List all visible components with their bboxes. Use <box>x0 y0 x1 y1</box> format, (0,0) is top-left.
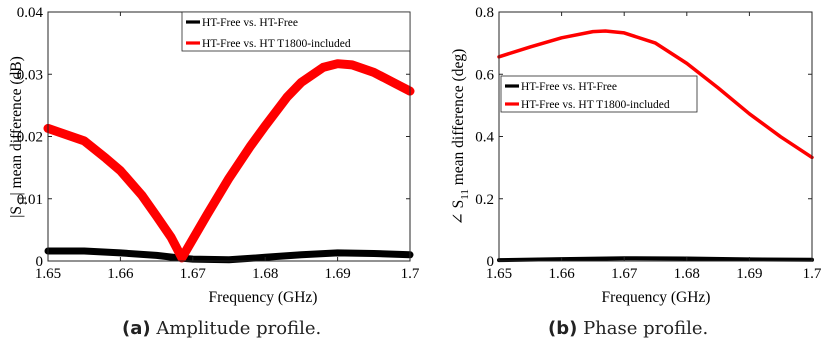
y-tick-label: 0.2 <box>475 192 494 208</box>
legend-entry: HT-Free vs. HT-Free <box>202 17 298 29</box>
y-tick-label: 0.8 <box>475 5 494 21</box>
x-axis-label: Frequency (GHz) <box>602 289 711 306</box>
legend-box <box>181 11 411 52</box>
series-line <box>497 29 814 160</box>
series-line <box>43 59 415 263</box>
caption-tag: (a) <box>122 318 151 339</box>
legend-entry: HT-Free vs. HT-Free <box>521 81 617 93</box>
x-tick-label: 1.68 <box>674 266 700 282</box>
x-tick-label: 1.69 <box>324 266 350 282</box>
legend-entry: HT-Free vs. HT T1800-included <box>202 38 351 50</box>
x-tick-label: 1.66 <box>107 266 134 282</box>
y-tick-label: 0 <box>487 254 495 270</box>
x-tick-label: 1.66 <box>548 266 575 282</box>
legend-box <box>500 75 698 113</box>
x-tick-label: 1.67 <box>611 266 638 282</box>
y-tick-label: 0.02 <box>17 130 43 146</box>
y-tick-label: 0.04 <box>17 5 44 21</box>
y-tick-label: 0 <box>36 254 44 270</box>
caption-tag: (b) <box>548 318 578 339</box>
x-tick-label: 1.67 <box>180 266 207 282</box>
x-tick-label: 1.7 <box>803 266 822 282</box>
chart-phase: Frequency (GHz) ∠ S11 mean difference (d… <box>450 5 822 306</box>
y-tick-label: 0.03 <box>17 67 43 83</box>
x-tick-label: 1.65 <box>486 266 512 282</box>
chart-amplitude: Frequency (GHz) |S11| mean difference (d… <box>8 5 420 306</box>
legend-entry: HT-Free vs. HT T1800-included <box>521 99 670 111</box>
y-tick-label: 0.4 <box>475 130 494 146</box>
x-tick-label: 1.68 <box>252 266 278 282</box>
x-axis-label: Frequency (GHz) <box>209 289 318 306</box>
series-line <box>44 247 414 264</box>
series-line <box>497 256 814 263</box>
caption-a: (a) Amplitude profile. <box>122 318 321 339</box>
y-axis-label: |S11| mean difference (dB) <box>8 56 29 218</box>
y-axis-label: ∠ S11 mean difference (deg) <box>450 49 471 226</box>
caption-text: Phase profile. <box>577 318 709 339</box>
y-tick-label: 0.01 <box>17 192 43 208</box>
caption-text: Amplitude profile. <box>150 318 322 339</box>
y-tick-label: 0.6 <box>475 67 494 83</box>
x-tick-label: 1.69 <box>736 266 762 282</box>
x-tick-label: 1.65 <box>35 266 61 282</box>
x-tick-label: 1.7 <box>401 266 420 282</box>
plot-area-frame <box>498 11 813 262</box>
caption-b: (b) Phase profile. <box>548 318 708 339</box>
